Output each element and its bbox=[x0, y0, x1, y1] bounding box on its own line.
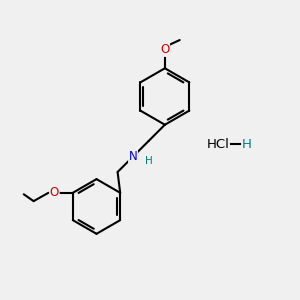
Text: H: H bbox=[242, 138, 251, 151]
Text: O: O bbox=[50, 186, 59, 199]
Text: O: O bbox=[160, 43, 170, 56]
Text: H: H bbox=[145, 156, 152, 166]
Text: HCl: HCl bbox=[207, 138, 230, 151]
Text: N: N bbox=[129, 150, 137, 163]
